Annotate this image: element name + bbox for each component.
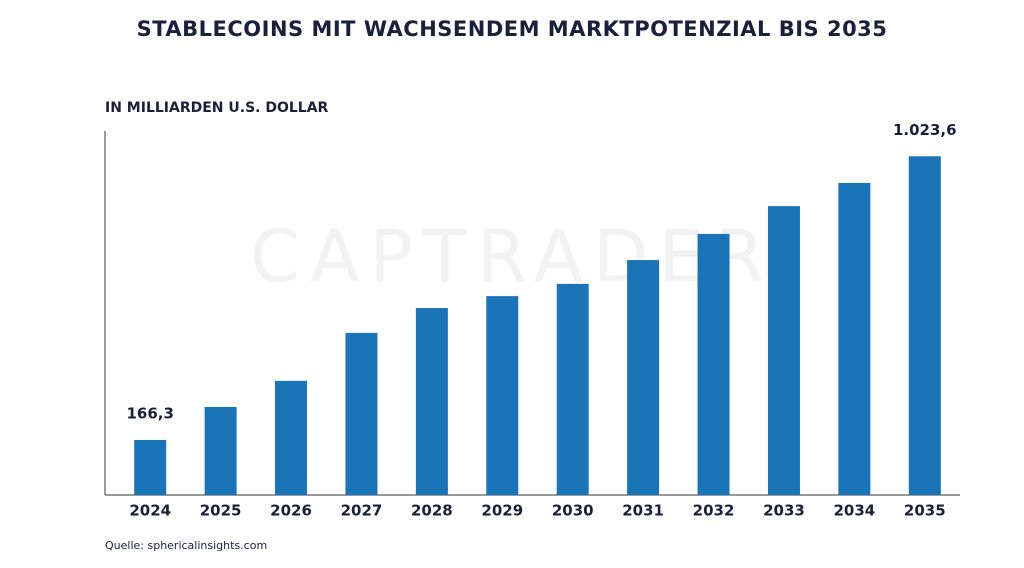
bar: [767, 206, 800, 495]
watermark: CAPTRADER: [250, 215, 774, 299]
x-tick-label: 2035: [904, 502, 946, 520]
bar: [415, 308, 448, 495]
x-tick-label: 2025: [200, 502, 242, 520]
x-tick-label: 2030: [552, 502, 594, 520]
x-tick-label: 2034: [834, 502, 876, 520]
x-tick-label: 2031: [622, 502, 664, 520]
x-tick-label: 2026: [270, 502, 312, 520]
bar: [345, 332, 378, 495]
bar: [275, 380, 308, 495]
bar: [627, 260, 660, 495]
x-tick-label: 2028: [411, 502, 453, 520]
x-tick-label: 2032: [693, 502, 735, 520]
x-tick-label: 2024: [129, 502, 171, 520]
bar: [204, 406, 237, 495]
bar: [556, 283, 589, 495]
value-label: 166,3: [126, 404, 173, 422]
bar: [486, 296, 519, 495]
chart-title: STABLECOINS MIT WACHSENDEM MARKTPOTENZIA…: [137, 17, 888, 41]
x-tick-label: 2033: [763, 502, 805, 520]
x-tick-label: 2029: [481, 502, 523, 520]
value-label: 1.023,6: [893, 121, 957, 139]
bar: [908, 156, 941, 496]
bar: [134, 439, 167, 495]
source: Quelle: sphericalinsights.com: [105, 539, 267, 552]
bar: [697, 233, 730, 495]
subtitle: IN MILLIARDEN U.S. DOLLAR: [105, 100, 329, 116]
x-tick-label: 2027: [341, 502, 383, 520]
bar: [838, 182, 871, 495]
